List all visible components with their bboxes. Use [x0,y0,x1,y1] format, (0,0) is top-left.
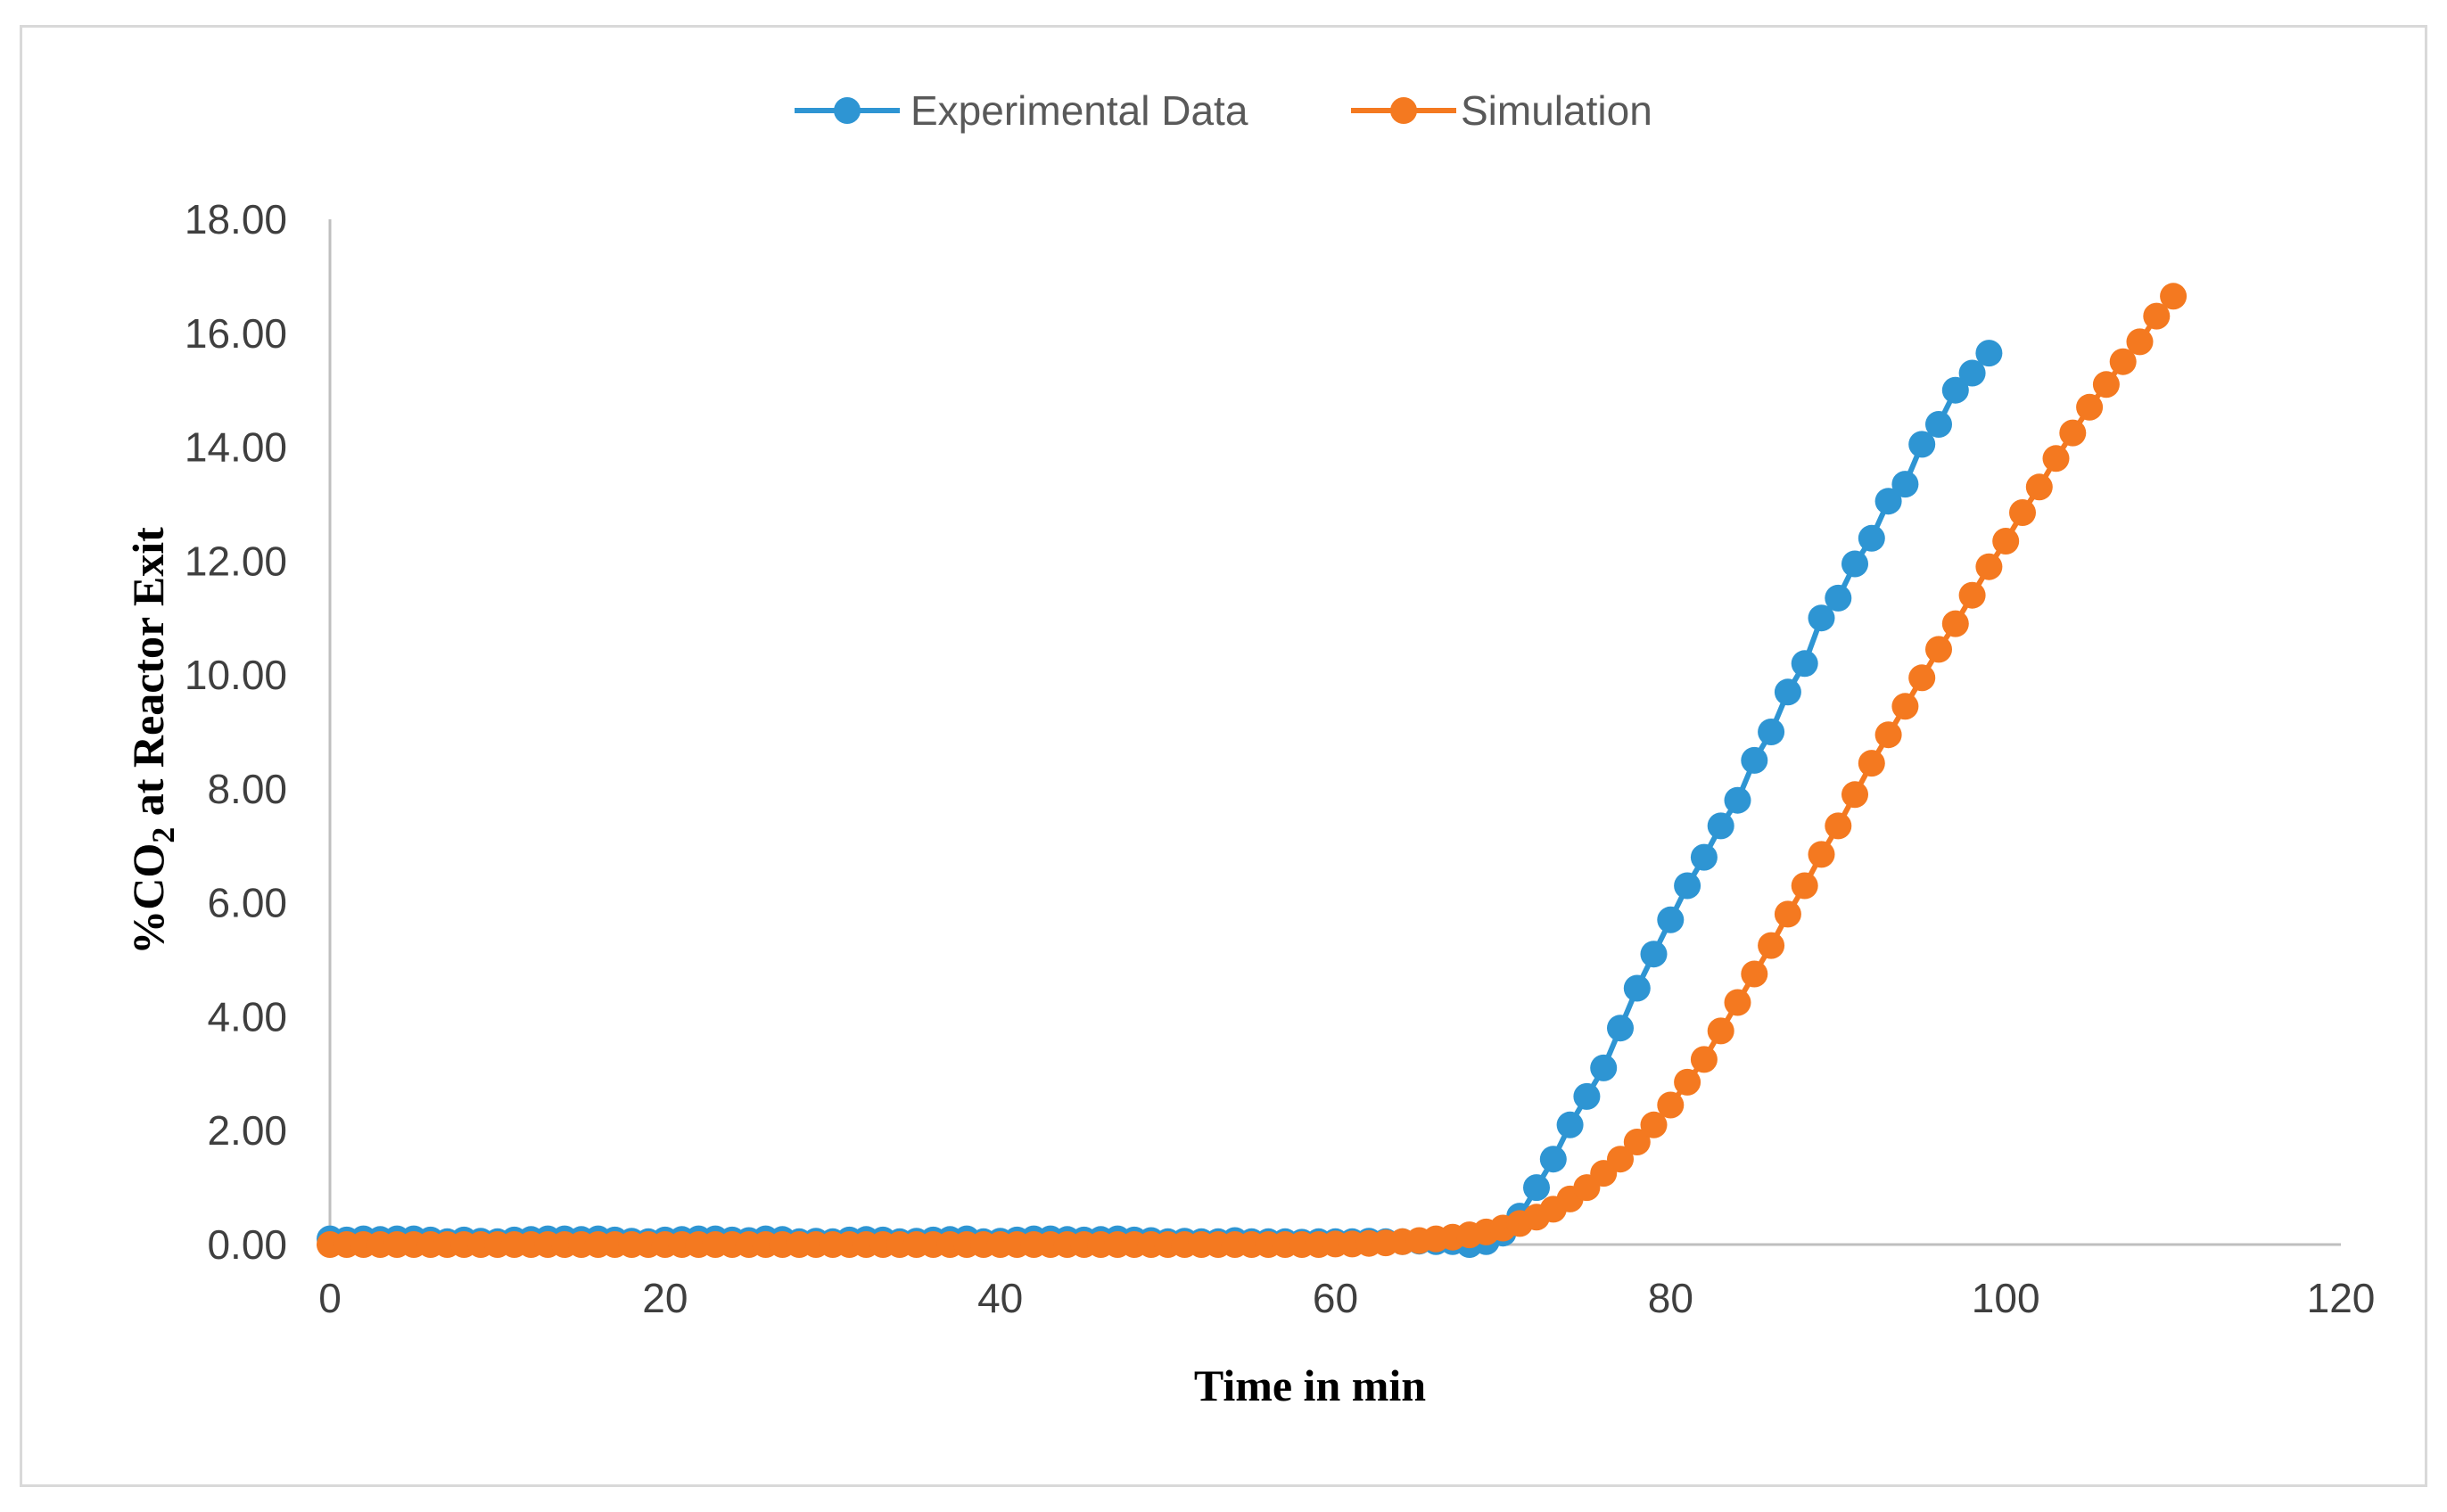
data-point-simulation [2126,328,2154,356]
legend-entry-experimental: Experimental Data [795,87,1248,134]
data-point-experimental [1958,359,1986,387]
data-point-experimental [1874,488,1902,515]
data-point-simulation [2042,445,2070,472]
data-point-experimental [1724,786,1751,814]
line-chart: Experimental Data Simulation 0.00 2.00 4.0… [123,87,2375,1410]
data-point-simulation [1741,960,1768,988]
data-point-experimental [1707,812,1734,840]
data-point-experimental [1640,941,1668,968]
data-point-simulation [2076,393,2104,421]
series-layer [317,283,2187,1258]
data-point-simulation [2025,473,2053,501]
data-point-simulation [1623,1129,1651,1155]
y-axis-title: %CO2 at Reactor Exit [123,527,181,955]
data-point-experimental [1523,1174,1550,1202]
x-tick-label: 0 [318,1275,342,1321]
data-point-experimental [1825,584,1852,612]
x-tick-label: 100 [1972,1275,2040,1321]
data-point-experimental [1858,524,1885,552]
data-point-simulation [1825,812,1852,840]
y-tick-label: 10.00 [185,652,287,698]
data-point-experimental [1941,376,1969,404]
data-point-experimental [1908,431,1936,458]
data-point-simulation [1607,1146,1634,1173]
data-point-simulation [2009,499,2036,526]
data-point-simulation [1925,636,1952,663]
data-point-simulation [2160,283,2187,310]
data-point-experimental [1891,471,1919,498]
series-line-simulation [330,294,2176,1247]
data-point-experimental [1674,872,1701,900]
data-point-simulation [1841,781,1868,809]
y-tick-label: 18.00 [185,196,287,242]
data-point-experimental [1774,678,1801,706]
data-point-simulation [1774,900,1801,928]
data-point-simulation [1874,721,1902,749]
x-tick-label: 40 [977,1275,1023,1321]
legend-entry-simulation: Simulation [1351,87,1652,134]
data-point-simulation [1975,553,2003,580]
data-point-experimental [1590,1054,1618,1081]
y-axis-title-prefix: %CO [123,843,173,955]
legend-label-experimental: Experimental Data [910,87,1248,134]
data-point-experimental [1808,604,1835,632]
y-tick-label: 6.00 [207,880,287,926]
data-point-simulation [1908,664,1936,692]
data-point-simulation [1640,1111,1668,1138]
y-tick-label: 2.00 [207,1107,287,1154]
data-point-experimental [1741,746,1768,774]
legend-label-simulation: Simulation [1461,87,1652,134]
data-point-experimental [1657,906,1685,933]
legend: Experimental Data Simulation [795,87,1652,134]
data-point-simulation [1690,1046,1718,1073]
data-point-simulation [1707,1017,1734,1045]
data-point-simulation [2059,419,2087,447]
legend-marker-experimental [834,97,861,124]
legend-marker-simulation [1390,97,1417,124]
data-point-experimental [1607,1015,1634,1042]
y-tick-labels: 0.00 2.00 4.00 6.00 8.00 10.00 12.00 14.00 16.00… [185,196,287,1268]
y-tick-label: 16.00 [185,310,287,357]
data-point-simulation [1958,581,1986,609]
data-point-simulation [1891,693,1919,720]
x-tick-label: 120 [2307,1275,2376,1321]
data-point-simulation [1992,528,2020,555]
data-point-simulation [1657,1091,1685,1119]
data-point-experimental [1623,974,1651,1002]
y-tick-label: 12.00 [185,538,287,584]
data-point-simulation [1858,750,1885,777]
data-point-simulation [1758,932,1785,959]
data-point-experimental [1975,340,2003,367]
x-axis-title: Time in min [1194,1360,1426,1410]
data-point-simulation [2092,371,2120,399]
data-point-simulation [1808,841,1835,868]
x-tick-label: 80 [1648,1275,1693,1321]
x-tick-label: 20 [642,1275,688,1321]
y-tick-label: 0.00 [207,1221,287,1268]
data-point-simulation [1941,610,1969,637]
y-axis-title-subscript: 2 [145,827,181,843]
data-point-simulation [2109,348,2137,375]
x-tick-label: 60 [1313,1275,1358,1321]
y-axis-title-suffix: at Reactor Exit [123,527,173,827]
data-point-experimental [1539,1146,1567,1173]
y-tick-label: 14.00 [185,424,287,471]
data-point-simulation [1724,989,1751,1016]
data-point-simulation [1791,872,1818,900]
y-tick-label: 8.00 [207,766,287,812]
series-experimental [317,340,2003,1258]
data-point-experimental [1758,719,1785,745]
y-tick-label: 4.00 [207,993,287,1040]
x-tick-labels: 0 20 40 60 80 100 120 [318,1275,2375,1321]
data-point-experimental [1690,843,1718,871]
data-point-experimental [1841,550,1868,578]
chart-figure: Experimental Data Simulation 0.00 2.00 4.0… [20,25,2427,1487]
data-point-simulation [1674,1068,1701,1096]
data-point-simulation [2143,302,2171,330]
data-point-experimental [1925,411,1952,438]
data-point-experimental [1791,650,1818,678]
data-point-experimental [1573,1082,1601,1110]
data-point-experimental [1556,1111,1584,1138]
series-simulation [317,283,2187,1258]
